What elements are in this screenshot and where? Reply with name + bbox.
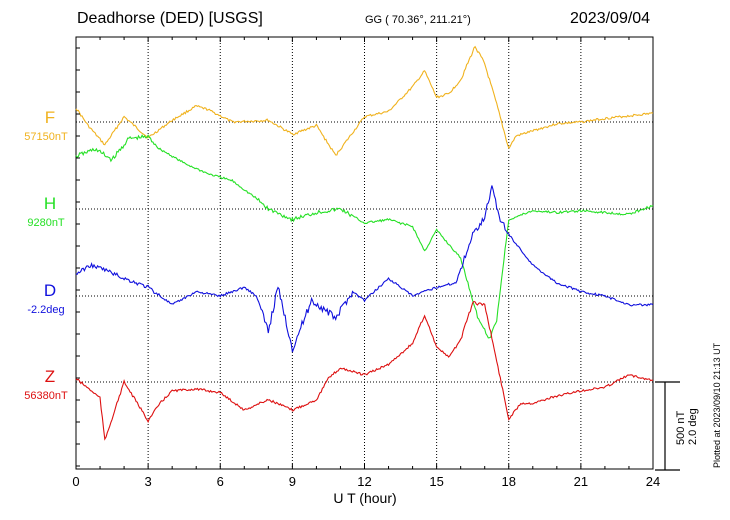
plot-date: 2023/09/04 (570, 10, 651, 27)
component-label-D: D (44, 281, 56, 300)
x-tick-label: 15 (429, 474, 443, 489)
scale-deg-label: 2.0 deg (687, 408, 699, 445)
station-title: Deadhorse (DED) [USGS] (77, 10, 263, 27)
scale-bar-label: 500 nT 2.0 deg (675, 408, 699, 445)
baseline-value-F: 57150nT (24, 131, 68, 143)
x-tick-label: 6 (217, 474, 224, 489)
series-D-line (75, 185, 654, 353)
series-layer (75, 45, 654, 441)
series-Z-line (75, 300, 653, 441)
component-label-F: F (45, 108, 55, 127)
x-tick-label: 3 (145, 474, 152, 489)
plotted-timestamp: Plotted at 2023/09/10 21:13 UT (712, 342, 722, 468)
x-tick-label: 18 (502, 474, 516, 489)
scale-nt-label: 500 nT (675, 410, 687, 445)
series-H-line (75, 134, 654, 339)
baseline-value-D: -2.2deg (27, 304, 64, 316)
component-label-H: H (44, 194, 56, 213)
x-axis-title: U T (hour) (333, 490, 397, 506)
baseline-value-Z: 56380nT (24, 390, 68, 402)
x-tick-label: 21 (574, 474, 588, 489)
grid (75, 36, 654, 470)
baseline-value-H: 9280nT (27, 217, 65, 229)
x-tick-label: 0 (72, 474, 79, 489)
x-tick-label: 24 (646, 474, 660, 489)
scale-bar (655, 381, 680, 471)
x-tick-label: 12 (357, 474, 371, 489)
series-F-line (75, 45, 654, 156)
x-axis: 0 3 6 9 12 15 18 21 24 (72, 37, 660, 489)
geographic-coords: GG ( 70.36°, 211.21°) (365, 14, 471, 26)
x-tick-label: 9 (289, 474, 296, 489)
component-label-Z: Z (45, 367, 55, 386)
component-labels: F 57150nT H 9280nT D -2.2deg Z 56380nT (24, 108, 68, 402)
